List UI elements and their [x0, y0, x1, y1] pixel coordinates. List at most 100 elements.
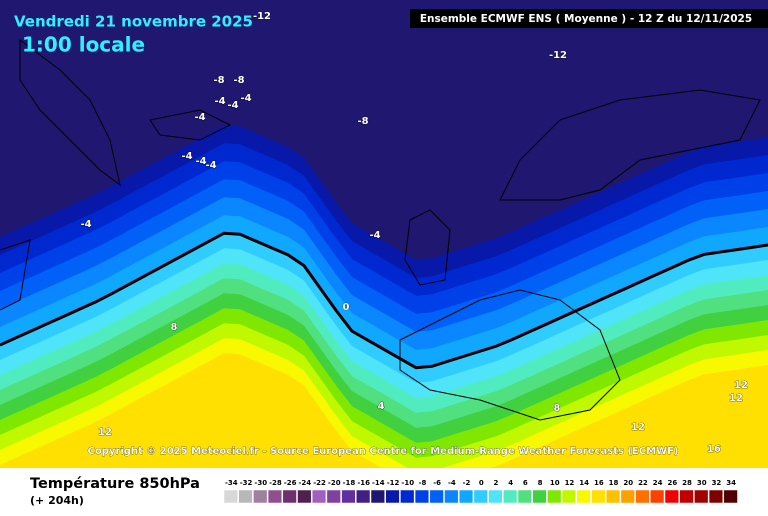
contour-label: -8 [213, 75, 224, 86]
contour-label: -4 [214, 96, 225, 107]
contour-label: 12 [729, 393, 743, 404]
contour-label: -4 [369, 230, 380, 241]
scale-label: -18 [343, 479, 356, 487]
scale-swatch [282, 489, 297, 504]
scale-label: -10 [401, 479, 414, 487]
british-isles [404, 209, 451, 286]
contour-label: 8 [554, 403, 561, 414]
europe [399, 289, 621, 421]
scale-label: 16 [594, 479, 604, 487]
contour-label: -4 [240, 93, 251, 104]
scale-label: -16 [357, 479, 370, 487]
scale-swatch [267, 489, 283, 504]
contour-label: -4 [194, 112, 205, 123]
scale-label: 6 [523, 479, 528, 487]
scale-swatch [708, 489, 724, 504]
scale-swatch [650, 489, 665, 504]
scale-label: 30 [697, 479, 707, 487]
scale-swatch [458, 489, 474, 504]
scale-swatch [414, 489, 430, 504]
contour-label: -4 [195, 156, 206, 167]
scale-label: -30 [254, 479, 267, 487]
scale-label: 8 [538, 479, 543, 487]
scale-swatch [605, 489, 621, 504]
scale-swatch [517, 489, 532, 504]
temperature-field [0, 0, 768, 468]
scale-label: -12 [387, 479, 400, 487]
scale-swatch [385, 489, 400, 504]
scale-swatch [238, 489, 253, 504]
scale-swatch [576, 489, 591, 504]
scale-swatch [561, 489, 577, 504]
scale-label: 14 [579, 479, 589, 487]
scale-label: 0 [479, 479, 484, 487]
scale-swatch [223, 489, 238, 504]
scale-swatch [488, 489, 503, 504]
contour-label: 12 [631, 422, 645, 433]
scale-swatch [326, 489, 341, 504]
scale-swatch [723, 489, 738, 504]
contour-label: 4 [378, 401, 385, 412]
scale-label: -24 [299, 479, 312, 487]
scale-swatch [341, 489, 356, 504]
scale-label: 18 [609, 479, 619, 487]
scale-label: 22 [638, 479, 648, 487]
map-time: 1:00 locale [22, 33, 145, 57]
scale-label: -14 [372, 479, 385, 487]
contour-label: -4 [227, 100, 238, 111]
scale-label: -32 [240, 479, 253, 487]
map-date: Vendredi 21 novembre 2025 [14, 13, 253, 31]
scale-label: -26 [284, 479, 297, 487]
contour-label: 0 [343, 302, 350, 313]
scale-swatch [356, 489, 371, 504]
scale-label: -2 [463, 479, 471, 487]
scale-swatch [444, 489, 459, 504]
scale-label: -8 [419, 479, 427, 487]
contour-label: 12 [734, 380, 748, 391]
scale-label: -6 [433, 479, 441, 487]
scale-label: 12 [565, 479, 575, 487]
contour-label: -8 [233, 75, 244, 86]
scale-label: -34 [225, 479, 238, 487]
scandinavia [499, 89, 761, 201]
scale-swatch [297, 489, 312, 504]
scale-label: 2 [494, 479, 499, 487]
legend-title: Température 850hPa [30, 476, 200, 492]
scale-label: -4 [448, 479, 456, 487]
scale-swatch [664, 489, 679, 504]
color-scale: -34 -32 -30 -28 -26 -24 -22 -20 -18 -16 -14 -12 -10-… [223, 479, 738, 504]
model-info: Ensemble ECMWF ENS ( Moyenne ) - 12 Z du… [420, 13, 752, 25]
contour-label: -12 [253, 11, 271, 22]
scale-label: 32 [712, 479, 722, 487]
scale-label: 28 [682, 479, 692, 487]
legend-lead: (+ 204h) [30, 494, 84, 507]
scale-swatch [635, 489, 650, 504]
scale-label: -20 [328, 479, 341, 487]
greenland [19, 39, 121, 187]
copyright: Copyright © 2025 Meteociel.fr - Source E… [88, 446, 679, 457]
band [0, 353, 768, 468]
scale-swatch [429, 489, 444, 504]
contour-label: -12 [549, 50, 567, 61]
scale-label: 20 [623, 479, 633, 487]
scale-swatch [591, 489, 606, 504]
scale-swatch [679, 489, 694, 504]
iceland [149, 109, 232, 141]
contour-label: -4 [205, 160, 216, 171]
scale-label: 34 [726, 479, 736, 487]
contour-label: -8 [357, 116, 368, 127]
scale-swatch [253, 489, 268, 504]
scale-swatch [400, 489, 415, 504]
contour-label: 16 [707, 444, 721, 455]
scale-swatch [547, 489, 562, 504]
canada [0, 239, 31, 311]
model-box [410, 9, 768, 28]
scale-label: 10 [550, 479, 560, 487]
scale-swatch [503, 489, 518, 504]
scale-label: -28 [269, 479, 282, 487]
contour-label: 12 [98, 427, 112, 438]
zero-isotherm [0, 231, 768, 370]
